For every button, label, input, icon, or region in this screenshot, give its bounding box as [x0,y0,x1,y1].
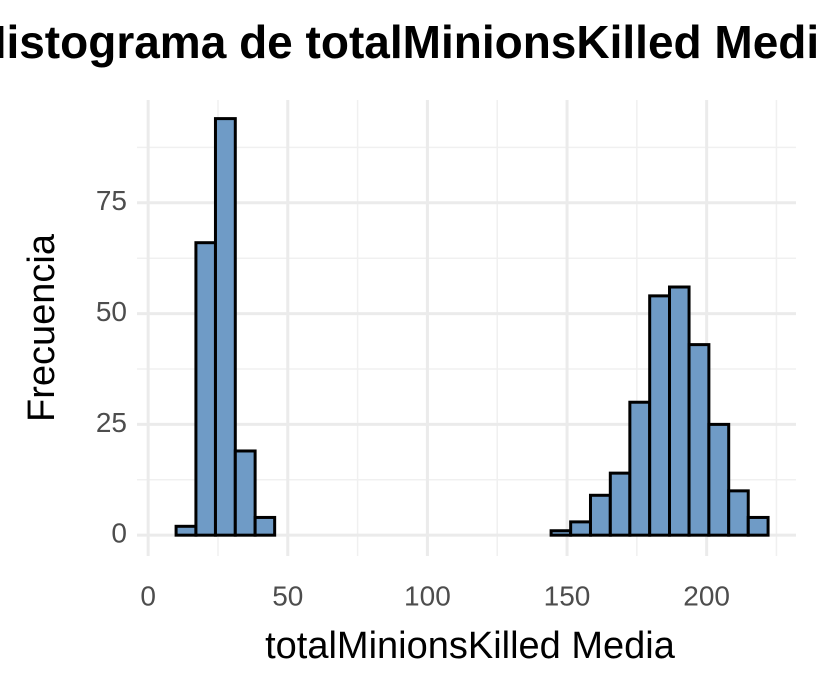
bar [746,515,770,537]
bar [687,343,711,537]
bar [628,400,652,537]
y-tick-label: 0 [111,518,127,549]
chart-title: Histograma de totalMinionsKilled Media [0,16,818,68]
bar [174,524,198,537]
bar [194,241,217,537]
y-tick-label: 25 [96,407,127,438]
bar [648,294,672,537]
x-tick-label: 200 [683,580,730,611]
y-axis-title: Frecuencia [21,233,63,422]
bar [213,117,237,537]
x-tick-label: 50 [272,580,303,611]
y-tick-label: 50 [96,296,127,327]
bars [174,117,770,537]
bar [588,493,612,537]
bar [253,515,277,537]
y-tick-label: 75 [96,185,127,216]
bar [549,529,573,537]
x-tick-label: 0 [140,580,156,611]
bar [608,471,632,537]
bar [707,422,731,537]
bar [727,489,750,537]
x-axis-title: totalMinionsKilled Media [265,625,676,667]
bar [569,520,592,537]
bar [233,449,257,537]
x-tick-label: 100 [404,580,451,611]
x-tick-label: 150 [544,580,591,611]
bar [668,285,691,537]
grid [137,100,796,556]
